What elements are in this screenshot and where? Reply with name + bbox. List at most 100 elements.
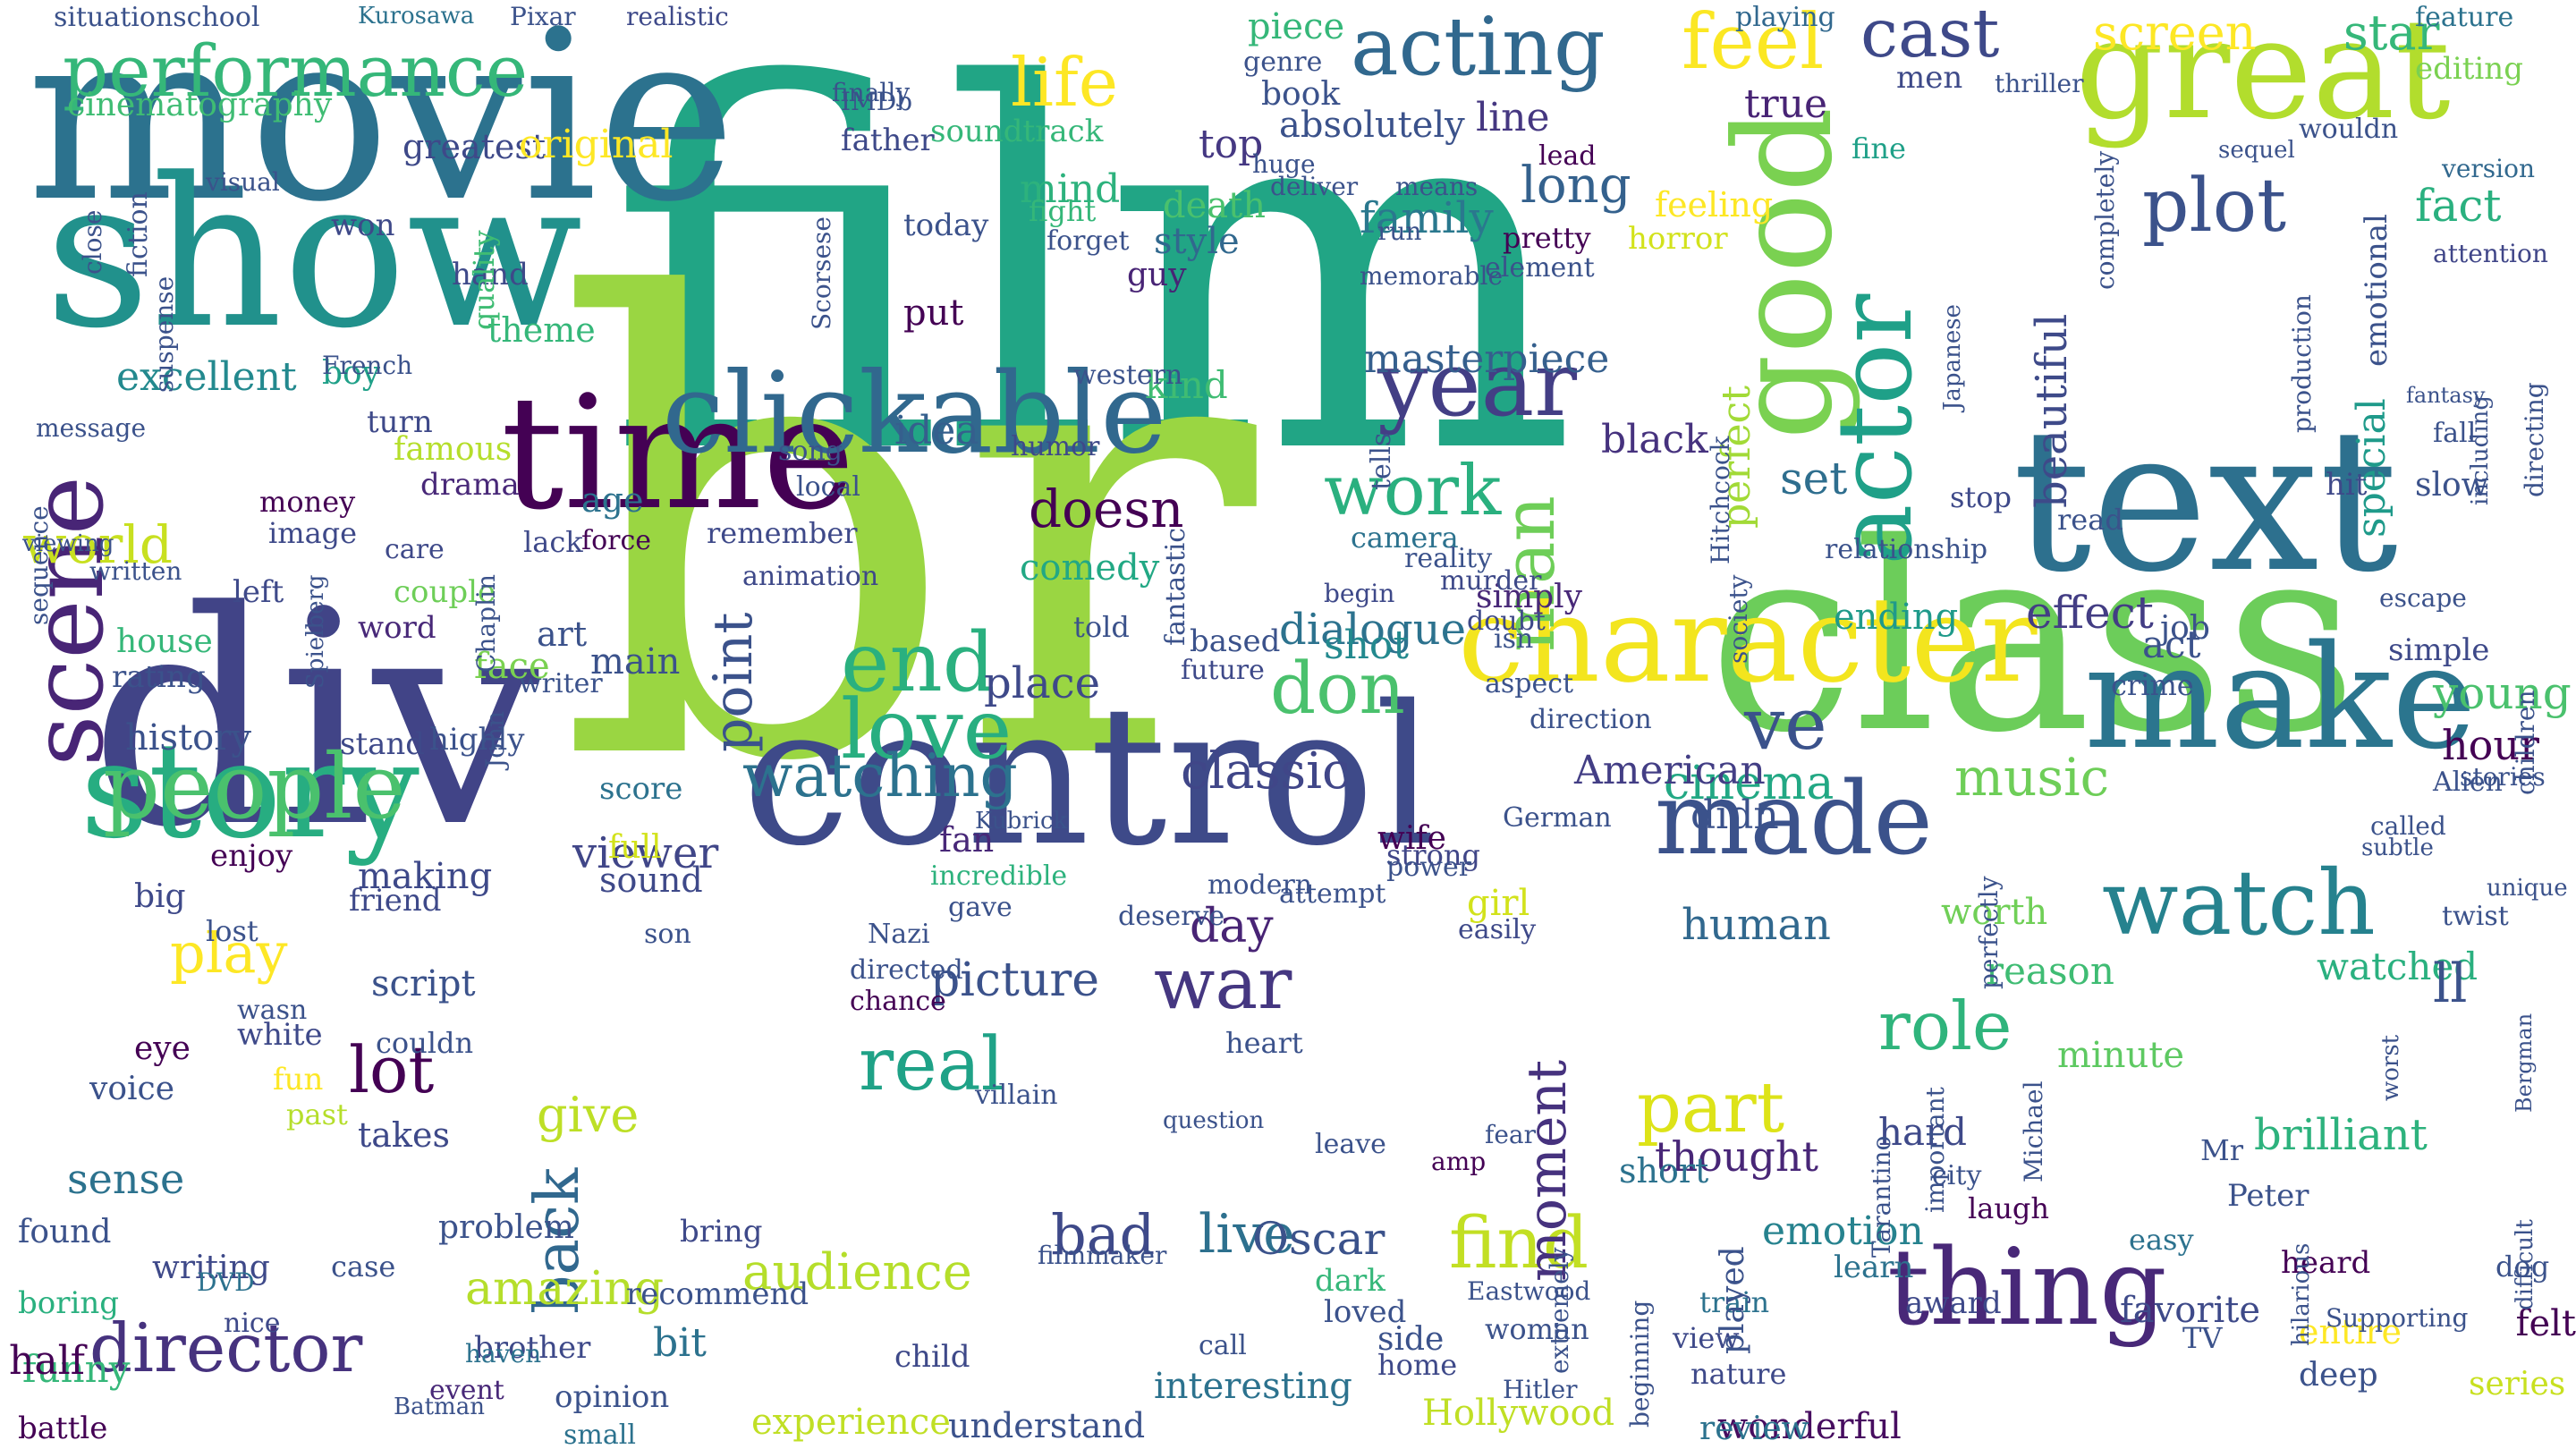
word-work: work	[1324, 451, 1502, 531]
word-oscar: Oscar	[1252, 1213, 1385, 1265]
word-power: power	[1386, 852, 1472, 883]
word-made: made	[1655, 761, 1933, 877]
word-viewing: viewing	[22, 530, 114, 557]
word-bring: bring	[680, 1214, 763, 1250]
word-doesn: doesn	[1029, 479, 1184, 539]
word-aspect: aspect	[1485, 668, 1574, 699]
word-dog: dog	[2496, 1250, 2550, 1284]
word-including: including	[2467, 395, 2494, 506]
word-past: past	[286, 1097, 348, 1131]
word-didn: didn	[1690, 792, 1779, 838]
word-gave: gave	[948, 892, 1013, 923]
word-filmmaker: filmmaker	[1038, 1241, 1167, 1270]
word-minute: minute	[2057, 1035, 2184, 1076]
word-people: people	[103, 734, 406, 839]
word-force: force	[581, 525, 652, 556]
word-peter: Peter	[2227, 1178, 2309, 1214]
word-play: play	[170, 920, 288, 986]
word-world: world	[22, 514, 173, 575]
word-worst: worst	[2377, 1034, 2404, 1101]
word-run: run	[1377, 216, 1422, 246]
word-call: call	[1199, 1330, 1247, 1361]
word-give: give	[537, 1087, 640, 1143]
word-element: element	[1485, 252, 1595, 284]
word-excellent: excellent	[116, 354, 297, 400]
word-idea: idea	[894, 408, 979, 453]
word-part: part	[1637, 1068, 1785, 1148]
word-make: make	[2084, 614, 2477, 781]
word-cast: cast	[1860, 0, 2000, 72]
word-true: true	[1744, 81, 1828, 127]
word-hollywood: Hollywood	[1422, 1393, 1615, 1434]
word-age: age	[581, 480, 644, 520]
word-funny: funny	[22, 1347, 131, 1391]
word-fear: fear	[1485, 1120, 1537, 1149]
word-michael: Michael	[2019, 1080, 2048, 1182]
word-case: case	[331, 1250, 396, 1284]
word-society: society	[1724, 574, 1753, 664]
word-read: read	[2057, 503, 2123, 537]
word-favorite: favorite	[2120, 1290, 2260, 1331]
word-dark: dark	[1315, 1263, 1385, 1299]
word-classic: classic	[1181, 742, 1351, 801]
word-begin: begin	[1324, 579, 1395, 608]
word-book: book	[1261, 76, 1341, 113]
word-hitchcock: Hitchcock	[1706, 436, 1735, 565]
word-plot: plot	[2142, 164, 2287, 249]
word-great: great	[2075, 0, 2451, 150]
word-kurosawa: Kurosawa	[358, 3, 475, 30]
word-haven: haven	[465, 1339, 542, 1368]
word-unique: unique	[2487, 875, 2568, 902]
word-battle: battle	[18, 1411, 108, 1446]
word-wasn: wasn	[237, 995, 308, 1026]
word-show: show	[45, 135, 583, 374]
word-word: word	[358, 610, 436, 646]
word-event: event	[429, 1375, 504, 1406]
word-acting: acting	[1351, 0, 1606, 94]
word-memorable: memorable	[1360, 261, 1504, 291]
word-kubrick: Kubrick	[975, 808, 1068, 835]
word-deserve: deserve	[1118, 901, 1225, 932]
word-cinematography: cinematography	[67, 87, 333, 123]
word-fall: fall	[2433, 418, 2477, 449]
word-enjoy: enjoy	[210, 838, 293, 874]
word-top: top	[1199, 122, 1264, 167]
word-award: award	[1905, 1285, 2002, 1321]
word-boy: boy	[322, 355, 381, 392]
word-spielberg: Spielberg	[302, 574, 329, 690]
word-friend: friend	[349, 883, 442, 919]
word-don: don	[1270, 647, 1405, 730]
word-local: local	[796, 471, 860, 503]
word-feel: feel	[1682, 0, 1825, 87]
word-watching: watching	[742, 741, 1018, 810]
word-left: left	[233, 574, 284, 610]
word-today: today	[903, 208, 989, 243]
word-brilliant: brilliant	[2254, 1110, 2428, 1160]
word-editing: editing	[2415, 51, 2523, 87]
word-style: style	[1154, 221, 1240, 262]
word-horror: horror	[1628, 221, 1728, 257]
word-visual: visual	[206, 167, 280, 197]
word-relationship: relationship	[1825, 534, 1988, 565]
word-watch: watch	[2102, 851, 2376, 955]
word-suspense: suspense	[149, 275, 179, 393]
word-isn: isn	[1494, 623, 1534, 655]
word-leave: leave	[1315, 1129, 1386, 1160]
word-house: house	[116, 623, 213, 660]
word-entire: entire	[2299, 1312, 2402, 1352]
word-screen: screen	[2093, 4, 2257, 61]
word-face: face	[474, 646, 550, 687]
word-writer: writer	[519, 668, 603, 699]
word-class: class	[1708, 488, 2358, 790]
word-bad: bad	[1051, 1202, 1156, 1267]
word-sequence: sequence	[24, 505, 54, 625]
word-wonderful: wonderful	[1717, 1406, 1902, 1447]
word-couple: couple	[394, 574, 496, 610]
word-full: full	[608, 829, 662, 866]
word-love: love	[841, 682, 1013, 777]
word-sequel: sequel	[2218, 137, 2295, 164]
word-directing: directing	[2520, 382, 2549, 498]
word-brother: brother	[474, 1330, 591, 1366]
word-american: American	[1574, 748, 1766, 793]
